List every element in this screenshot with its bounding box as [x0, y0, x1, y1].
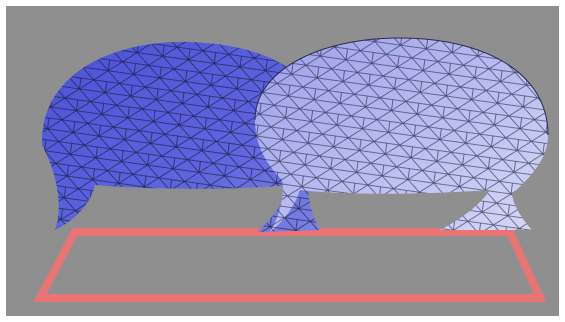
right-surface-mesh — [255, 38, 548, 232]
base-outline — [33, 228, 547, 302]
right-surface-rim — [254, 37, 549, 136]
left-surface — [41, 41, 322, 232]
left-surface-mesh — [41, 41, 322, 232]
right-surface — [254, 37, 549, 232]
